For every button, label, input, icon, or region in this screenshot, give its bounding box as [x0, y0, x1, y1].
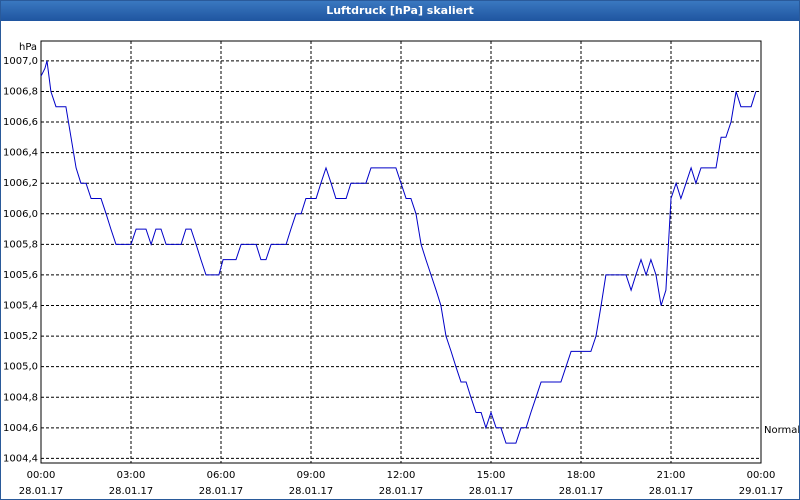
- x-tick-label: 00:00: [27, 470, 56, 481]
- y-tick-label: 1005,8: [3, 239, 38, 250]
- x-tick-date: 28.01.17: [379, 486, 424, 497]
- y-tick-label: 1007,0: [3, 56, 38, 67]
- x-tick-date: 28.01.17: [559, 486, 604, 497]
- y-tick-label: 1006,8: [3, 86, 38, 97]
- x-tick-date: 29.01.17: [739, 486, 784, 497]
- y-tick-label: 1006,6: [3, 117, 38, 128]
- x-tick-date: 28.01.17: [109, 486, 154, 497]
- y-tick-label: 1005,0: [3, 362, 38, 373]
- y-tick-label: 1005,2: [3, 331, 38, 342]
- x-tick-label: 06:00: [207, 470, 236, 481]
- annotation: Normal: [764, 425, 799, 436]
- x-tick-label: 18:00: [567, 470, 596, 481]
- y-tick-label: 1006,2: [3, 178, 38, 189]
- x-tick-label: 09:00: [297, 470, 326, 481]
- y-tick-label: 1005,6: [3, 270, 38, 281]
- chart: hPa 1004,4 1004,6 1004,8 1005,0 1005,2 1005,4…: [3, 40, 799, 497]
- y-tick-label: 1004,8: [3, 392, 38, 403]
- x-tick-label: 15:00: [477, 470, 506, 481]
- x-tick-date: 28.01.17: [469, 486, 514, 497]
- x-tick-label: 12:00: [387, 470, 416, 481]
- x-tick-date: 28.01.17: [289, 486, 334, 497]
- y-tick-label: 1005,4: [3, 301, 38, 312]
- y-tick-label: 1004,6: [3, 423, 38, 434]
- title-bar: Luftdruck [hPa] skaliert: [1, 1, 799, 21]
- x-tick-date: 28.01.17: [199, 486, 244, 497]
- y-tick-label: 1006,0: [3, 209, 38, 220]
- x-tick-date: 28.01.17: [649, 486, 694, 497]
- y-axis-label: hPa: [19, 42, 37, 53]
- x-tick-date: 28.01.17: [19, 486, 64, 497]
- x-tick-label: 00:00: [747, 470, 776, 481]
- pressure-line: [40, 60, 757, 444]
- x-tick-label: 21:00: [657, 470, 686, 481]
- x-tick-label: 03:00: [117, 470, 146, 481]
- y-tick-label: 1004,4: [3, 453, 38, 464]
- y-tick-label: 1006,4: [3, 148, 38, 159]
